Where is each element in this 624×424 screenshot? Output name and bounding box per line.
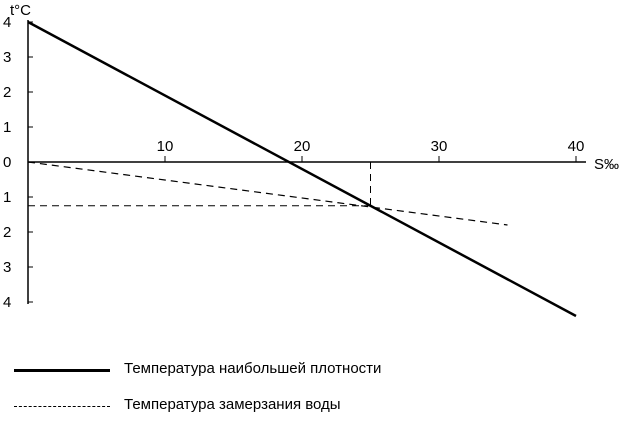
y-tick-label: 2 [3, 224, 11, 241]
y-tick-label: 1 [3, 119, 11, 136]
y-tick-label: 2 [3, 84, 11, 101]
series-line-freezing [27, 161, 508, 226]
axes [27, 20, 586, 304]
y-tick-label: 4 [3, 294, 11, 311]
x-tick-label: 10 [157, 138, 174, 155]
series-line-max-density [27, 20, 577, 318]
legend-label-max-density: Температура наибольшей плотности [124, 360, 382, 377]
y-tick-label: 4 [3, 14, 11, 31]
x-tick-label: 40 [568, 138, 585, 155]
y-tick-label: 1 [3, 189, 11, 206]
y-axis-label: t°C [10, 2, 31, 19]
legend-dashed-line-icon [14, 406, 110, 407]
y-tick-label: 3 [3, 259, 11, 276]
series-lines [27, 20, 577, 318]
legend-label-freezing: Температура замерзания воды [124, 396, 341, 413]
x-tick-label: 20 [294, 138, 311, 155]
annotations [28, 162, 371, 207]
x-tick-label: 30 [431, 138, 448, 155]
y-tick-label: 0 [3, 154, 11, 171]
legend-solid-line-icon [14, 369, 110, 372]
x-axis-label: S‰ [594, 156, 619, 173]
y-tick-label: 3 [3, 49, 11, 66]
